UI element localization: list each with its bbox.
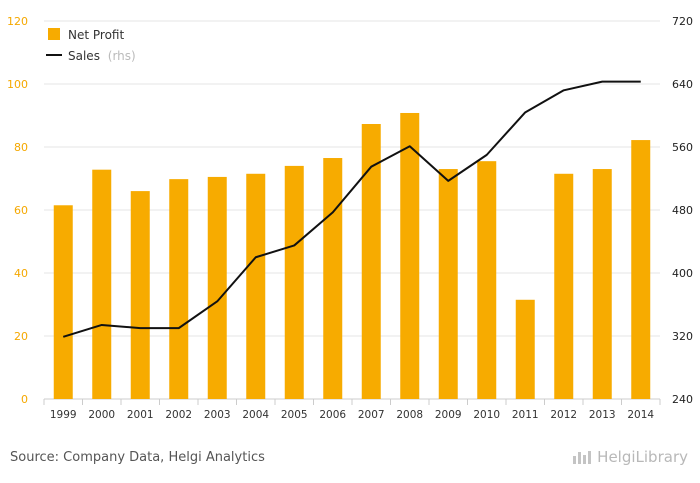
source-note: Source: Company Data, Helgi Analytics (10, 450, 265, 465)
left-tick-label: 20 (14, 330, 28, 343)
x-tick-label: 2014 (627, 409, 654, 421)
x-tick-label: 2010 (473, 409, 500, 421)
bar-net-profit-2006 (323, 158, 343, 399)
sales-line-path (62, 80, 641, 338)
net-profit-bars (53, 112, 651, 399)
legend: Net Profit Sales (rhs) (46, 28, 136, 63)
bar-net-profit-2003 (207, 176, 227, 399)
bar-net-profit-2005 (284, 165, 304, 399)
bar-net-profit-2002 (169, 179, 189, 399)
bar-net-profit-2001 (130, 191, 150, 399)
x-tick-label: 2001 (127, 409, 154, 421)
x-tick-label: 2002 (165, 409, 192, 421)
legend-sales-label: Sales (68, 49, 100, 63)
bar-net-profit-2013 (592, 169, 612, 399)
right-tick-label: 720 (672, 15, 693, 28)
x-tick-label: 2008 (396, 409, 423, 421)
bar-net-profit-2014 (631, 140, 651, 399)
x-tick-label: 2007 (358, 409, 385, 421)
svg-text:Sales (rhs): Sales (rhs) (68, 49, 136, 63)
brand-name: HelgiLibrary (597, 448, 688, 466)
right-tick-label: 240 (672, 393, 693, 406)
left-tick-label: 80 (14, 141, 28, 154)
x-tick-label: 2003 (204, 409, 231, 421)
right-tick-label: 640 (672, 78, 693, 91)
left-tick-label: 60 (14, 204, 28, 217)
library-icon (573, 450, 593, 464)
bar-net-profit-2000 (92, 169, 112, 399)
bar-net-profit-2004 (246, 173, 266, 399)
left-tick-label: 120 (7, 15, 28, 28)
x-tick-label: 2006 (319, 409, 346, 421)
x-tick-label: 1999 (50, 409, 77, 421)
right-tick-label: 400 (672, 267, 693, 280)
bar-net-profit-2007 (361, 124, 381, 399)
left-tick-label: 0 (21, 393, 28, 406)
bar-net-profit-2010 (477, 161, 497, 399)
legend-net-profit-label: Net Profit (68, 28, 124, 42)
bar-net-profit-2009 (438, 169, 458, 399)
left-axis-ticks: 0 20 40 60 80 100 120 (7, 15, 28, 406)
brand-logo: HelgiLibrary (573, 448, 688, 466)
bar-net-profit-2011 (515, 299, 535, 399)
combo-chart: 0 20 40 60 80 100 120 240 320 400 480 560 640 720 19… (7, 15, 693, 421)
right-tick-label: 320 (672, 330, 693, 343)
x-tick-label: 2005 (281, 409, 308, 421)
bar-net-profit-1999 (53, 205, 73, 399)
x-tick-label: 2000 (88, 409, 115, 421)
right-tick-label: 560 (672, 141, 693, 154)
x-axis-ticks: 1999 2000 2001 2002 2003 2004 2005 2006 2007 2008… (50, 409, 655, 421)
left-tick-label: 40 (14, 267, 28, 280)
sales-line (62, 80, 641, 338)
x-tick-label: 2011 (512, 409, 539, 421)
x-tick-label: 2009 (435, 409, 462, 421)
right-axis-ticks: 240 320 400 480 560 640 720 (672, 15, 693, 406)
legend-sales-suffix: (rhs) (108, 49, 136, 63)
left-tick-label: 100 (7, 78, 28, 91)
x-tick-label: 2012 (550, 409, 577, 421)
bar-net-profit-2008 (400, 112, 420, 399)
x-tick-label: 2013 (589, 409, 616, 421)
bar-net-profit-2012 (554, 173, 574, 399)
legend-net-profit-swatch (48, 28, 60, 40)
right-tick-label: 480 (672, 204, 693, 217)
x-tick-label: 2004 (242, 409, 269, 421)
